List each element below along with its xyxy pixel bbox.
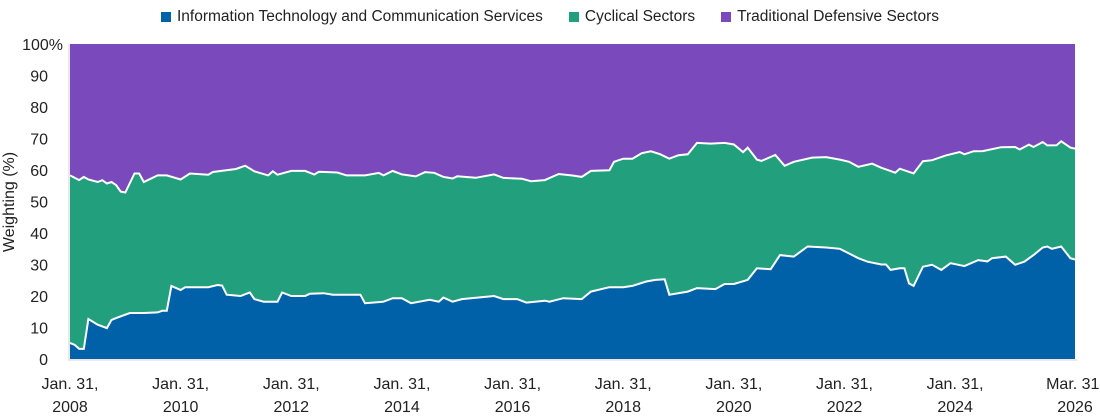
x-tick-label: Jan. 31, — [705, 376, 762, 393]
legend-swatch-cyclical — [568, 12, 579, 22]
x-tick-label: 2026 — [1057, 399, 1093, 416]
boundary-line-it-top — [69, 245, 1076, 350]
x-tick-label: 2016 — [495, 399, 531, 416]
x-tick-label: 2020 — [716, 399, 752, 416]
x-tick-label: 2010 — [163, 399, 199, 416]
y-tick-label: 30 — [30, 258, 48, 275]
x-tick-label: Jan. 31, — [484, 376, 541, 393]
legend-item-it: Information Technology and Communication… — [160, 8, 543, 26]
y-tick-label: 40 — [30, 226, 48, 243]
x-tick-label: Jan. 31, — [595, 376, 652, 393]
x-tick-label: Jan. 31, — [263, 376, 320, 393]
y-tick-label: 80 — [30, 100, 48, 117]
y-tick-label: 50 — [30, 195, 48, 212]
y-axis: 0 10 20 30 40 50 60 70 80 90 100% — [22, 37, 63, 369]
x-axis: Jan. 31, 2008 Jan. 31, 2010 Jan. 31, 2012 Jan.… — [42, 376, 1100, 416]
x-tick-label: Jan. 31, — [373, 376, 430, 393]
x-tick-label: 2018 — [605, 399, 641, 416]
x-tick-label: Jan. 31, — [42, 376, 99, 393]
x-tick-label: 2014 — [384, 399, 420, 416]
x-tick-label: Jan. 31, — [927, 376, 984, 393]
y-tick-label: 60 — [30, 163, 48, 180]
legend-label-defensive: Traditional Defensive Sectors — [737, 8, 940, 25]
x-tick-label: Jan. 31, — [152, 376, 209, 393]
boundary-line-cyclical-top — [69, 140, 1076, 194]
legend-item-defensive: Traditional Defensive Sectors — [721, 8, 939, 26]
legend-item-cyclical: Cyclical Sectors — [568, 8, 696, 26]
y-axis-label: Weighting (%) — [1, 152, 18, 252]
x-tick-label: 2012 — [273, 399, 309, 416]
x-tick-label: 2022 — [827, 399, 863, 416]
y-tick-label: 10 — [30, 321, 48, 338]
x-tick-label: 2024 — [937, 399, 973, 416]
legend-label-it: Information Technology and Communication… — [176, 8, 543, 25]
chart-legend: Information Technology and Communication… — [0, 8, 1100, 26]
legend-swatch-defensive — [721, 12, 732, 22]
y-tick-label: 90 — [30, 69, 48, 86]
plot-area — [68, 44, 1077, 361]
y-tick-label: 70 — [30, 132, 48, 149]
y-tick-label: 20 — [30, 289, 48, 306]
x-tick-label: Mar. 31, — [1046, 376, 1100, 393]
area-information-technology — [70, 246, 1075, 359]
y-tick-label: 100% — [22, 37, 63, 54]
y-tick-label: 0 — [39, 352, 48, 369]
legend-swatch-it — [160, 12, 171, 22]
legend-label-cyclical: Cyclical Sectors — [584, 8, 696, 25]
x-tick-label: Jan. 31, — [816, 376, 873, 393]
x-tick-label: 2008 — [52, 399, 88, 416]
